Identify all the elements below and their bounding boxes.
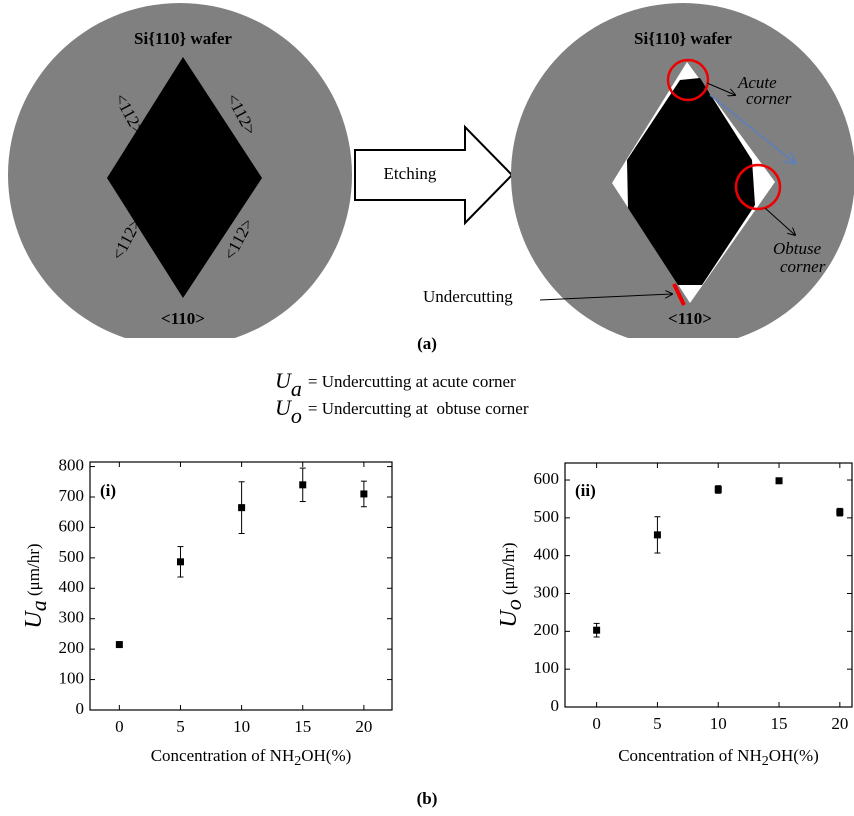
label-text: Concentration of NH bbox=[151, 746, 295, 765]
point bbox=[593, 626, 601, 634]
definition-text: = Undercutting at acute corner bbox=[308, 372, 516, 391]
y-tick-label: 400 bbox=[59, 577, 85, 596]
y-tick-label: 500 bbox=[534, 507, 560, 526]
y-tick-label: 0 bbox=[76, 699, 85, 718]
symbol: U bbox=[496, 609, 522, 628]
wafer-title: Si{110} wafer bbox=[634, 29, 732, 48]
definition-text: = Undercutting at obtuse corner bbox=[308, 399, 529, 418]
y-tick-label: 600 bbox=[59, 516, 85, 535]
flat-label: <110> bbox=[668, 309, 712, 328]
flat-label: <110> bbox=[161, 309, 205, 328]
subscript: 2 bbox=[294, 754, 301, 769]
panel-label: (ii) bbox=[575, 481, 596, 500]
right-wafer: Si{110} wafer Acute corner Obtuse corner… bbox=[423, 3, 854, 338]
y-tick-label: 0 bbox=[551, 696, 560, 715]
y-axis-label: Uo (μm/hr) bbox=[496, 542, 527, 627]
y-tick-label: 700 bbox=[59, 486, 85, 505]
annotation: Acute bbox=[737, 73, 777, 92]
subscript: a bbox=[291, 376, 302, 401]
point bbox=[775, 477, 783, 485]
y-tick-label: 800 bbox=[59, 455, 85, 474]
x-tick-label: 20 bbox=[355, 717, 372, 736]
annotation: corner bbox=[780, 257, 826, 276]
x-tick-label: 5 bbox=[653, 714, 662, 733]
plot-frame bbox=[89, 461, 393, 711]
arrow-label: Etching bbox=[384, 164, 437, 183]
plot-frame bbox=[564, 462, 853, 708]
subscript: 2 bbox=[762, 754, 769, 769]
symbol: U bbox=[275, 368, 293, 393]
x-axis-label: Concentration of NH2OH(%) bbox=[618, 746, 819, 769]
y-tick-label: 300 bbox=[534, 582, 560, 601]
y-tick-label: 500 bbox=[59, 547, 85, 566]
x-tick-label: 10 bbox=[233, 717, 250, 736]
part-label: (b) bbox=[417, 789, 438, 808]
y-tick-label: 100 bbox=[59, 668, 85, 687]
subscript: o bbox=[501, 599, 526, 610]
x-axis-label: Concentration of NH2OH(%) bbox=[151, 746, 352, 769]
y-tick-label: 300 bbox=[59, 608, 85, 627]
annotation: corner bbox=[746, 89, 792, 108]
x-tick-label: 5 bbox=[176, 717, 185, 736]
point bbox=[360, 490, 368, 498]
point bbox=[299, 481, 307, 489]
label-text: OH(%) bbox=[769, 746, 819, 765]
wafer-title: Si{110} wafer bbox=[134, 29, 232, 48]
annotation: Undercutting bbox=[423, 287, 513, 306]
y-tick-label: 400 bbox=[534, 545, 560, 564]
y-tick-label: 200 bbox=[59, 638, 85, 657]
panel-label: (i) bbox=[100, 481, 116, 500]
part-label: (a) bbox=[417, 334, 437, 353]
y-tick-label: 100 bbox=[534, 658, 560, 677]
etching-arrow: Etching bbox=[354, 124, 514, 226]
symbol: U bbox=[21, 610, 47, 629]
definition: Ua = Undercutting at acute corner bbox=[275, 368, 516, 401]
x-tick-label: 20 bbox=[831, 714, 848, 733]
point bbox=[176, 558, 184, 566]
definition: Uo = Undercutting at obtuse corner bbox=[275, 395, 529, 428]
label-text: OH(%) bbox=[301, 746, 351, 765]
annotation: Obtuse bbox=[773, 239, 822, 258]
x-tick-label: 15 bbox=[294, 717, 311, 736]
x-tick-label: 15 bbox=[771, 714, 788, 733]
y-tick-label: 600 bbox=[534, 469, 560, 488]
point bbox=[653, 531, 661, 539]
point bbox=[714, 485, 722, 493]
x-tick-label: 0 bbox=[592, 714, 601, 733]
point bbox=[836, 508, 844, 516]
unit: (μm/hr) bbox=[24, 543, 43, 600]
x-tick-label: 0 bbox=[115, 717, 124, 736]
left-wafer: Si{110} wafer <112> <112> <112> <112> <1… bbox=[8, 3, 352, 338]
mask-diamond bbox=[107, 57, 262, 298]
etched-mask bbox=[627, 78, 755, 285]
subscript: o bbox=[291, 403, 302, 428]
y-tick-label: 200 bbox=[534, 620, 560, 639]
x-tick-label: 10 bbox=[710, 714, 727, 733]
symbol: U bbox=[275, 395, 293, 420]
point bbox=[238, 504, 246, 512]
point bbox=[115, 641, 123, 649]
y-axis-label: Ua (μm/hr) bbox=[21, 543, 52, 628]
label-text: Concentration of NH bbox=[618, 746, 762, 765]
subscript: a bbox=[26, 600, 51, 611]
unit: (μm/hr) bbox=[499, 542, 518, 599]
